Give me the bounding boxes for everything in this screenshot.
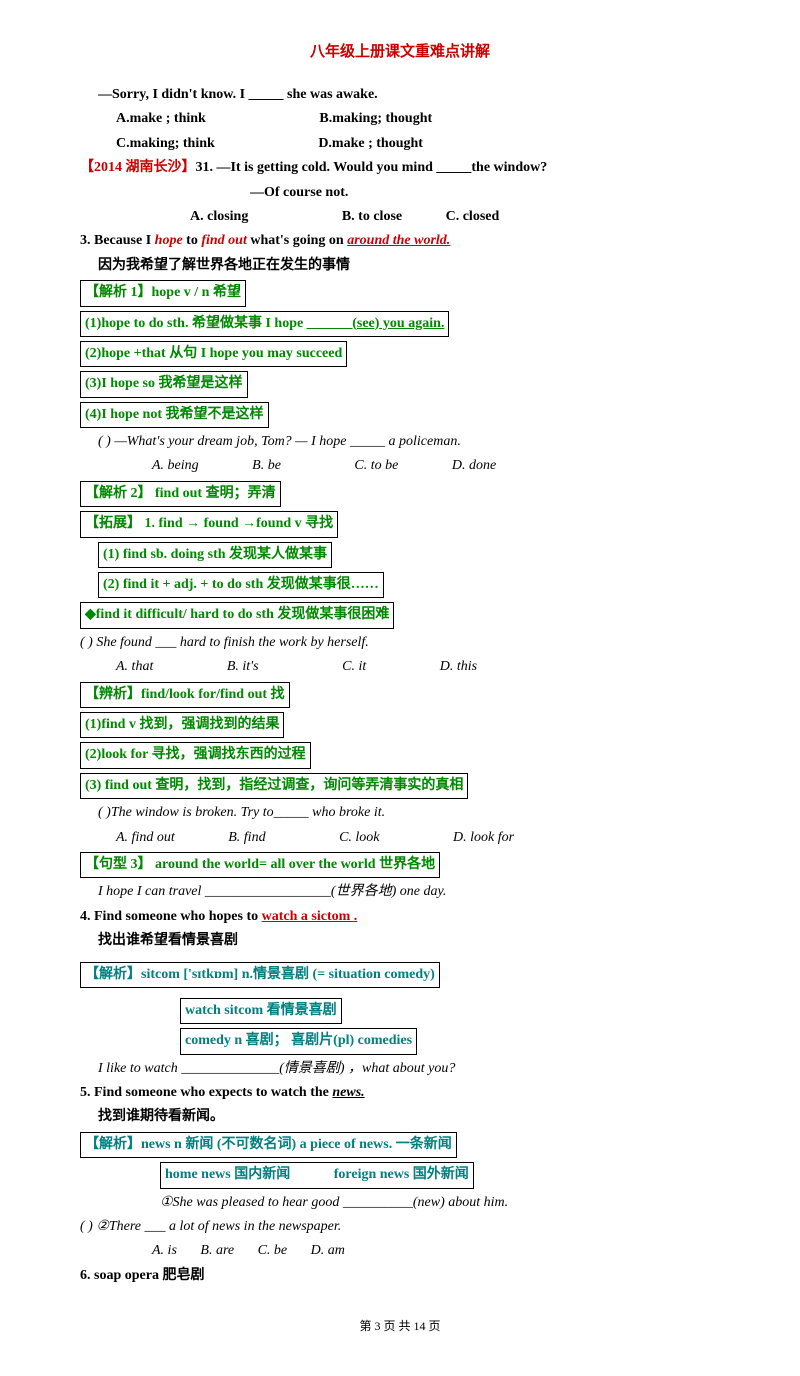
jiexi-sitcom-ex: I like to watch ______________(情景喜剧) ，wh… [80,1058,720,1080]
p3-pre: 3. Because I [80,233,155,248]
p3-around: around the world. [347,233,450,248]
jiexi-news-ex2: ( ) ②There ___ a lot of news in the news… [80,1216,720,1238]
opts-row1: A.make ; think B.making; thought [80,108,720,130]
jiexi-sitcom-l1: watch sitcom 看情景喜剧 [180,998,342,1024]
opt-b: B. be [252,458,281,473]
opt-a: A.make ; think [116,111,206,126]
jiexi1-title: 【解析 1】hope v / n 希望 [80,280,246,306]
jiexi2-l2: (2) find it + adj. + to do sth 发现做某事很…… [98,572,384,598]
jiexi-news-opts: A. is B. are C. be D. am [80,1240,720,1262]
bianxi-l3: (3) find out 查明，找到，指经过调查，询问等弄清事实的真相 [80,773,468,799]
ex1-q: ( ) —What's your dream job, Tom? — I hop… [80,431,720,453]
ex2-opts: A. that B. it's C. it D. this [80,656,720,678]
opt-c: C. look [339,830,379,845]
juxing-ex: I hope I can travel __________________(世… [80,881,720,903]
p5-cn: 找到谁期待看新闻。 [80,1106,720,1128]
jiexi2-tuo: 【拓展】 1. find → found →found v 寻找 [80,511,338,537]
tag-2014: 【2014 湖南长沙】 [80,160,196,175]
point-5: 5. Find someone who expects to watch the… [80,1082,720,1104]
opt-c: C.making; think [116,136,215,151]
opt-c: C. to be [354,458,398,473]
opt-a: A. closing [190,209,248,224]
jiexi2-title: 【解析 2】 find out 查明；弄清 [80,481,281,507]
jiexi1-l1: (1)hope to do sth. 希望做某事 I hope ______ (… [80,311,449,337]
opt-c: C. it [342,659,366,674]
p5-news: news. [332,1085,364,1100]
p5-pre: 5. Find someone who expects to watch the [80,1085,332,1100]
opt-d: D. look for [453,830,514,845]
ex1-opts: A. being B. be C. to be D. done [80,455,720,477]
q31-opts: A. closing B. to close C. closed [80,206,720,228]
p3-cn: 因为我希望了解世界各地正在发生的事情 [80,255,720,277]
bianxi-l1: (1)find v 找到，强调找到的结果 [80,712,284,738]
p4-pre: 4. Find someone who hopes to [80,909,262,924]
p4-watch: watch a sictom . [262,909,358,924]
p3-mid2: what's going on [247,233,347,248]
opts-row2: C.making; think D.make ; thought [80,133,720,155]
ex3-q: ( )The window is broken. Try to_____ who… [80,802,720,824]
opt-a: A. is [152,1243,177,1258]
opt-b: B.making; thought [319,111,432,126]
jiexi1-l1a: (1)hope to do sth. 希望做某事 I hope [85,316,307,331]
jiexi2-l3: ◆find it difficult/ hard to do sth 发现做某事… [80,602,394,628]
bianxi-title: 【辨析】find/look for/find out 找 [80,682,290,708]
opt-d: D.make ; thought [318,136,423,151]
opt-d: D. this [440,659,477,674]
opt-b: B. it's [227,659,259,674]
opt-b: B. find [228,830,265,845]
jiexi-news-l1: home news 国内新闻 foreign news 国外新闻 [160,1162,474,1188]
opt-d: D. done [452,458,496,473]
point-3: 3. Because I hope to find out what's goi… [80,230,720,252]
jiexi1-l3: (3)I hope so 我希望是这样 [80,371,248,397]
opt-a: A. being [152,458,199,473]
jiexi2-l1: (1) find sb. doing sth 发现某人做某事 [98,542,332,568]
opt-b: B. to close [342,209,402,224]
jiexi-news-ex1: ①She was pleased to hear good __________… [80,1192,720,1214]
ex3-opts: A. find out B. find C. look D. look for [80,827,720,849]
page-title: 八年级上册课文重难点讲解 [80,40,720,64]
jiexi1-l1b: ______ (see) you again. [307,316,445,331]
p3-findout: find out [201,233,247,248]
ex2-q: ( ) She found ___ hard to finish the wor… [80,632,720,654]
q31-reply: —Of course not. [80,182,720,204]
opt-a: A. that [116,659,153,674]
opt-c: C. be [258,1243,288,1258]
opt-d: D. am [311,1243,345,1258]
jiexi1-l2: (2)hope +that 从句 I hope you may succeed [80,341,347,367]
foreign-news: foreign news 国外新闻 [334,1167,469,1182]
q31: 31. —It is getting cold. Would you mind … [196,160,548,175]
home-news: home news 国内新闻 [165,1167,290,1182]
q-2014: 【2014 湖南长沙】31. —It is getting cold. Woul… [80,157,720,179]
jiexi-news-title: 【解析】news n 新闻 (不可数名词) a piece of news. 一… [80,1132,457,1158]
p4-cn: 找出谁希望看情景喜剧 [80,930,720,952]
opt-a: A. find out [116,830,175,845]
jiexi-sitcom-title: 【解析】sitcom ['sɪtkɒm] n.情景喜剧 (= situation… [80,962,440,988]
jiexi1-l4: (4)I hope not 我希望不是这样 [80,402,269,428]
juxing-title: 【句型 3】 around the world= all over the wo… [80,852,440,878]
page-footer: 第 3 页 共 14 页 [80,1317,720,1336]
p3-mid1: to [183,233,202,248]
point-6: 6. soap opera 肥皂剧 [80,1265,720,1287]
point-4: 4. Find someone who hopes to watch a sic… [80,906,720,928]
jiexi-sitcom-l2: comedy n 喜剧； 喜剧片(pl) comedies [180,1028,417,1054]
p3-hope: hope [155,233,183,248]
opt-c: C. closed [446,209,500,224]
bianxi-l2: (2)look for 寻找，强调找东西的过程 [80,742,311,768]
q-sorry: —Sorry, I didn't know. I _____ she was a… [80,84,720,106]
opt-b: B. are [200,1243,234,1258]
